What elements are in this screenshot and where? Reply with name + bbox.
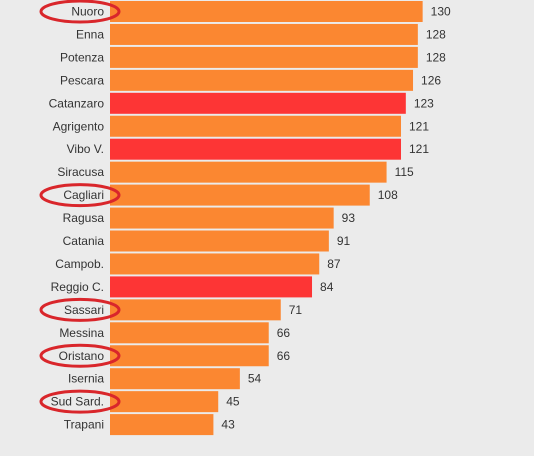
category-label-siracusa: Siracusa [57, 165, 104, 179]
category-label-isernia: Isernia [68, 372, 104, 386]
category-label-reggio-c: Reggio C. [51, 280, 104, 294]
category-label-catania: Catania [63, 234, 105, 248]
bar-catanzaro [110, 92, 406, 114]
bar-reggio-c [110, 276, 313, 298]
circle-annotation-cagliari [39, 183, 121, 208]
value-label-campob: 87 [327, 257, 341, 271]
bar-nuoro [110, 1, 423, 22]
bar-oristano [110, 345, 269, 367]
bar-catania [110, 230, 329, 252]
value-label-nuoro: 130 [431, 5, 451, 19]
category-label-vibo-v: Vibo V. [67, 142, 104, 156]
bar-sassari [110, 299, 281, 321]
value-label-siracusa: 115 [395, 165, 414, 179]
bar-agrigento [110, 115, 402, 137]
category-label-campob: Campob. [55, 257, 104, 271]
value-label-sud-sard: 45 [226, 395, 240, 409]
bar-potenza [110, 46, 418, 68]
value-label-isernia: 54 [248, 372, 262, 386]
bar-ragusa [110, 207, 334, 229]
category-label-agrigento: Agrigento [53, 119, 105, 133]
bar-isernia [110, 368, 240, 390]
category-labels-group: Nuoro Enna Potenza Pescara Catanzaro Agrigent… [49, 5, 105, 432]
circle-annotation-sassari [39, 297, 121, 322]
category-label-cagliari: Cagliari [63, 188, 104, 202]
bar-campob [110, 253, 320, 275]
value-label-reggio-c: 84 [320, 280, 334, 294]
value-label-catania: 91 [337, 234, 351, 248]
value-label-enna: 128 [426, 27, 446, 41]
circle-annotation-nuoro [39, 0, 121, 24]
category-label-enna: Enna [76, 27, 104, 41]
value-label-catanzaro: 123 [414, 96, 434, 110]
value-label-sassari: 71 [289, 303, 303, 317]
value-label-potenza: 128 [426, 50, 446, 64]
value-labels-group: 130 128 128 126 123 121 121 115 108 93 91 87 84 71 66 6… [221, 5, 451, 432]
category-label-catanzaro: Catanzaro [49, 96, 105, 110]
value-label-pescara: 126 [421, 73, 441, 87]
bar-sud-sard [110, 391, 219, 413]
circle-annotations-group [39, 0, 121, 414]
category-label-oristano: Oristano [59, 349, 105, 363]
bar-messina [110, 322, 269, 344]
value-label-agrigento: 121 [409, 119, 429, 133]
value-label-vibo-v: 121 [409, 142, 429, 156]
category-label-sud-sard: Sud Sard. [51, 395, 104, 409]
bar-pescara [110, 69, 414, 91]
bar-cagliari [110, 184, 370, 206]
category-label-messina: Messina [59, 326, 104, 340]
category-label-nuoro: Nuoro [71, 5, 104, 19]
category-label-sassari: Sassari [64, 303, 104, 317]
bar-trapani [110, 414, 214, 436]
circle-annotation-sud-sard [39, 389, 121, 414]
bars-group [110, 1, 423, 436]
bar-vibo-v [110, 138, 402, 160]
value-label-ragusa: 93 [342, 211, 356, 225]
category-label-potenza: Potenza [60, 50, 104, 64]
value-label-oristano: 66 [277, 349, 291, 363]
category-label-trapani: Trapani [64, 418, 104, 432]
category-label-pescara: Pescara [60, 73, 104, 87]
value-label-messina: 66 [277, 326, 291, 340]
value-label-trapani: 43 [221, 418, 235, 432]
bar-enna [110, 23, 418, 45]
value-label-cagliari: 108 [378, 188, 398, 202]
circle-annotation-oristano [39, 343, 121, 368]
category-label-ragusa: Ragusa [63, 211, 105, 225]
bar-siracusa [110, 161, 387, 183]
